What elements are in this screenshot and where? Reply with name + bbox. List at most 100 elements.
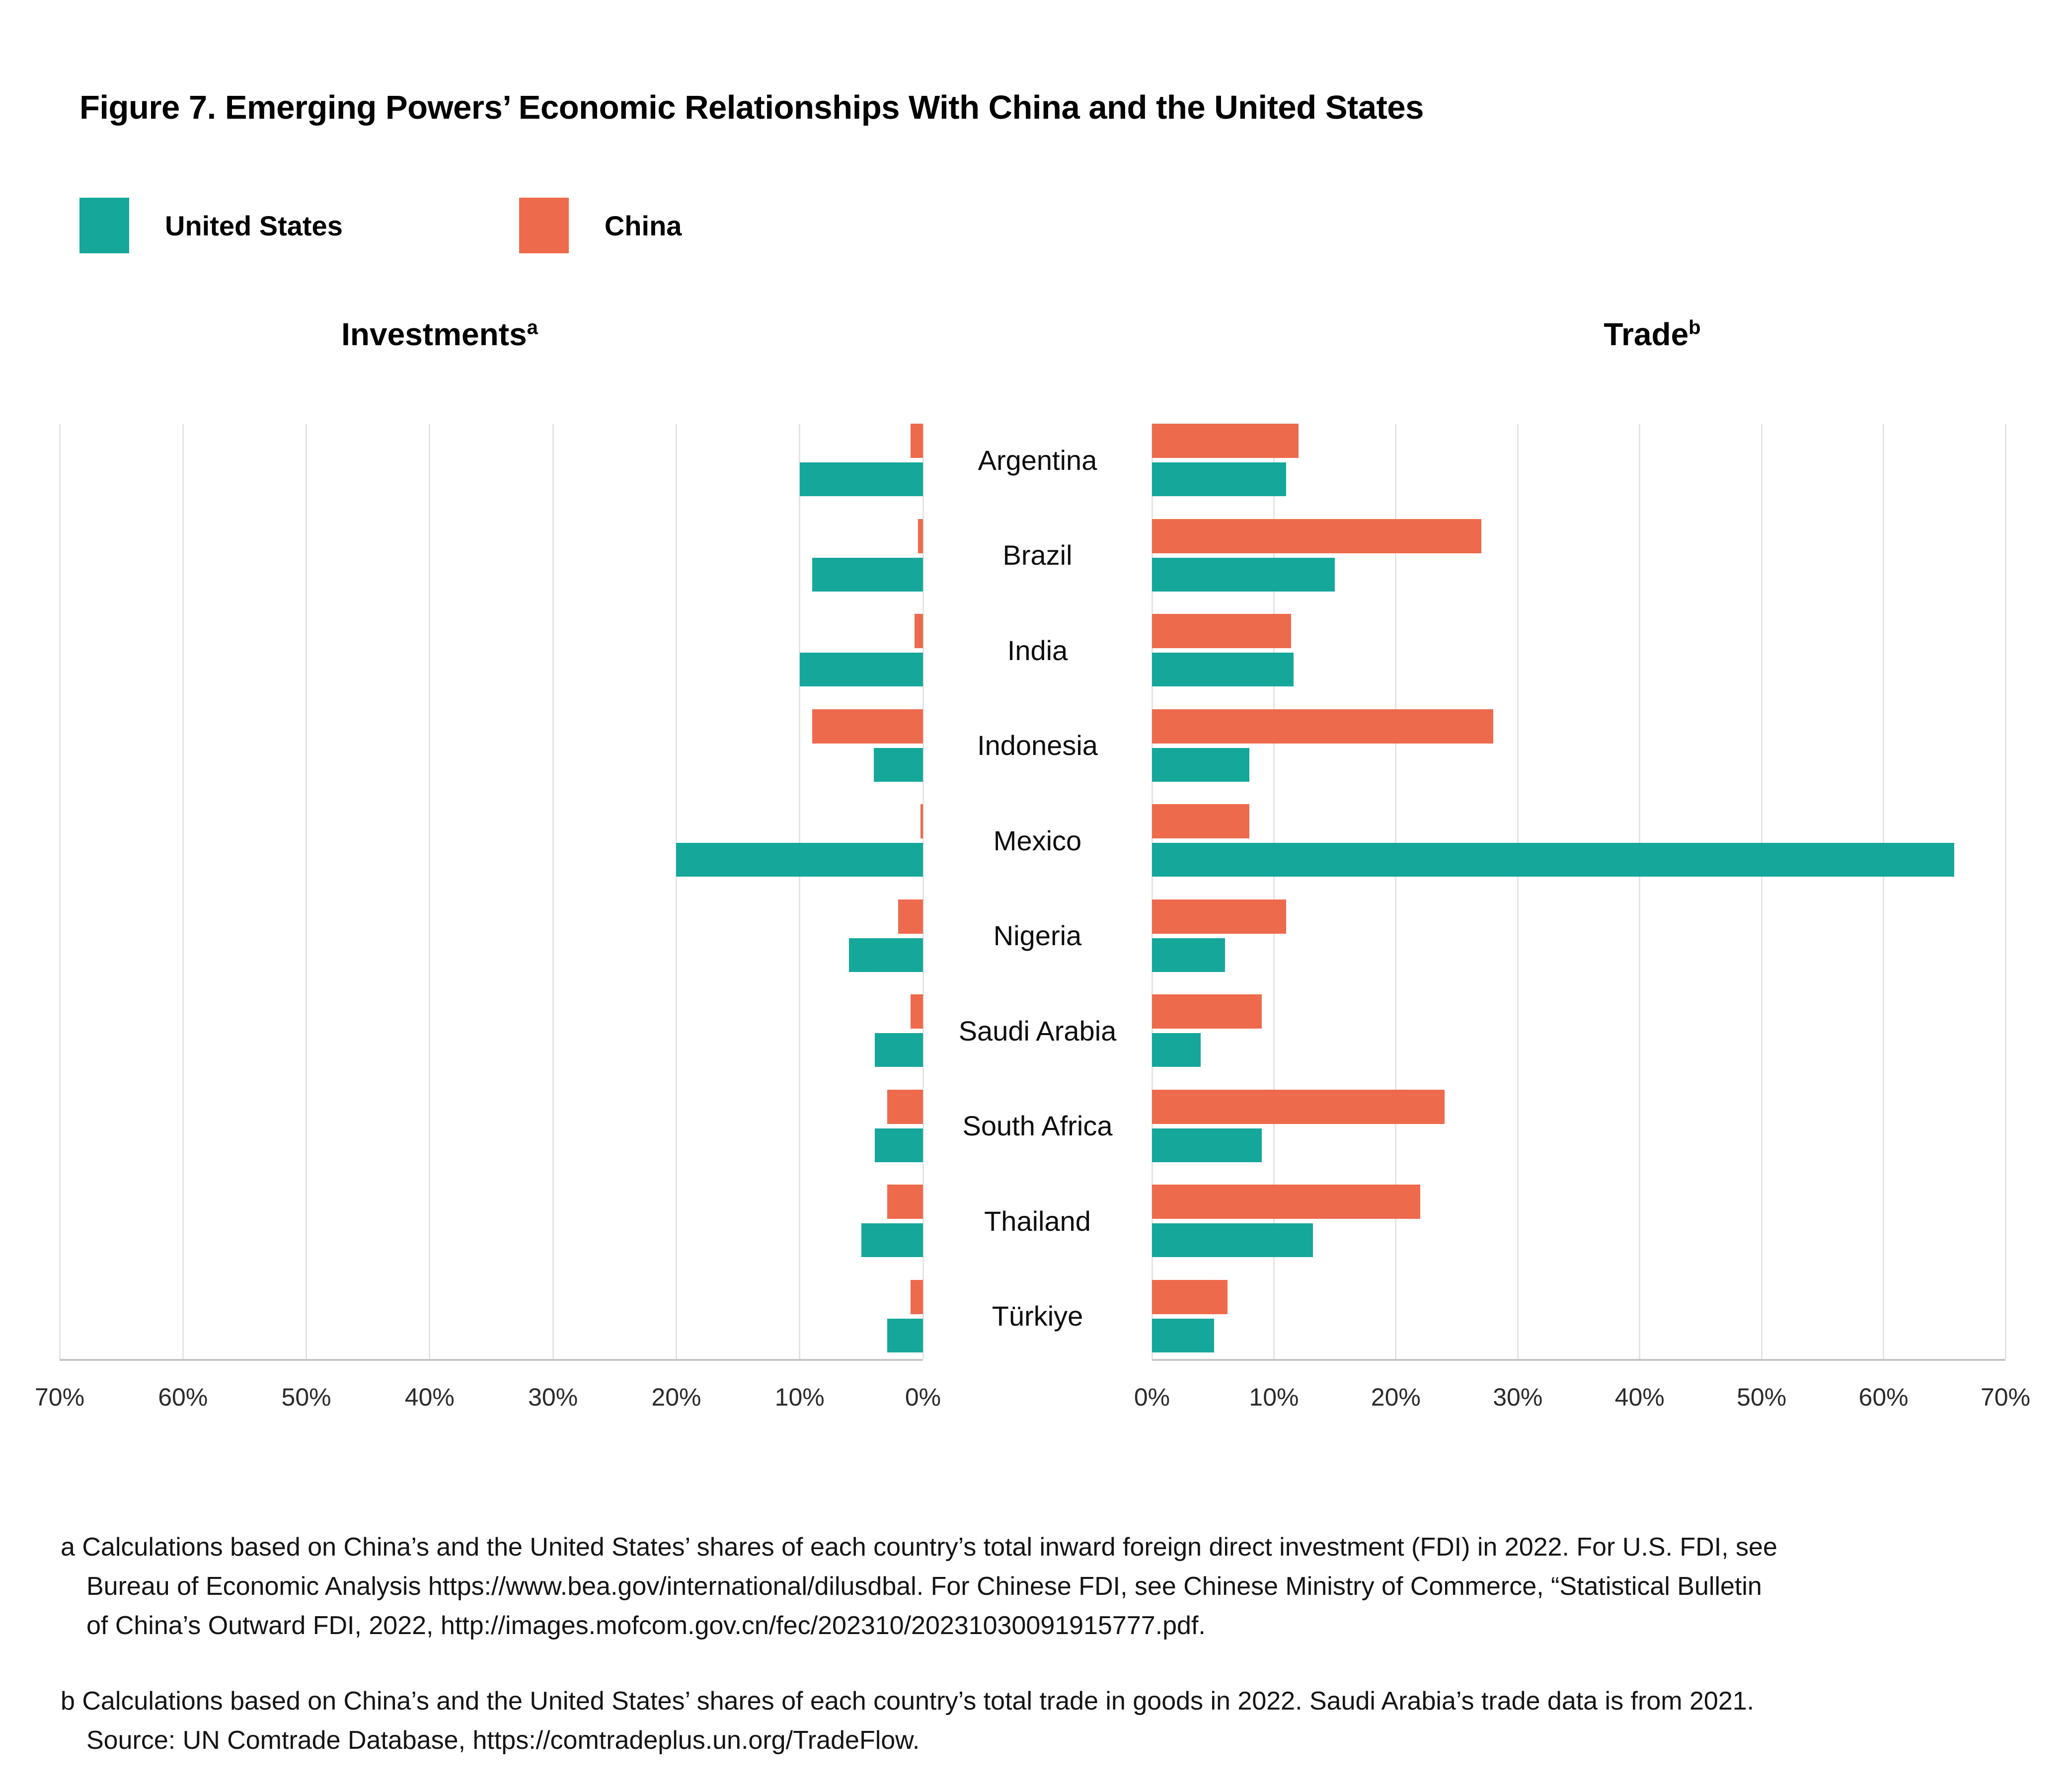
legend-item-united-states: United States <box>79 198 343 253</box>
bar-trade-united-states-argentina <box>1152 462 1286 496</box>
trade-header: Tradeb <box>1540 316 1764 353</box>
bar-trade-china-saudi-arabia <box>1152 994 1262 1029</box>
investments-superscript: a <box>527 316 538 339</box>
gridline <box>1395 424 1397 1359</box>
bar-investments-china-south-africa <box>887 1089 923 1124</box>
bar-investments-china-nigeria <box>898 899 923 934</box>
bar-trade-china-nigeria <box>1152 899 1286 934</box>
country-label-mexico: Mexico <box>993 824 1082 856</box>
bar-investments-china-mexico <box>920 804 923 838</box>
gridline <box>1883 424 1885 1359</box>
legend: United States China <box>79 198 682 253</box>
bar-trade-united-states-indonesia <box>1152 747 1250 782</box>
legend-label-united-states: United States <box>165 210 343 241</box>
gridline <box>1151 424 1153 1359</box>
bar-trade-china-brazil <box>1152 519 1481 553</box>
gridline <box>182 424 184 1359</box>
figure-title: Figure 7. Emerging Powers’ Economic Rela… <box>79 89 1424 126</box>
bar-investments-united-states-south-africa <box>875 1128 923 1162</box>
country-label-t-rkiye: Türkiye <box>992 1300 1083 1332</box>
bar-trade-united-states-saudi-arabia <box>1152 1033 1201 1067</box>
gridline <box>59 424 61 1359</box>
gridline <box>306 424 307 1359</box>
investments-header: Investmentsa <box>278 316 601 353</box>
bar-investments-united-states-brazil <box>812 557 923 592</box>
trade-header-text: Trade <box>1604 316 1689 352</box>
country-label-brazil: Brazil <box>1002 539 1073 571</box>
country-label-india: India <box>1007 634 1068 666</box>
bar-trade-united-states-t-rkiye <box>1152 1318 1215 1352</box>
bar-investments-united-states-india <box>799 653 923 686</box>
bar-investments-china-t-rkiye <box>911 1279 923 1314</box>
axis-tick-label-trade: 20% <box>1371 1383 1421 1411</box>
legend-item-china: China <box>519 198 682 253</box>
axis-tick-label-investments: 20% <box>651 1383 701 1411</box>
gridline <box>799 424 801 1359</box>
axis-tick-label-trade: 30% <box>1493 1383 1543 1411</box>
bar-trade-china-mexico <box>1152 804 1250 838</box>
country-label-argentina: Argentina <box>978 444 1097 476</box>
bar-investments-united-states-t-rkiye <box>887 1318 923 1352</box>
investments-panel <box>59 424 924 1361</box>
bar-trade-united-states-brazil <box>1152 557 1335 592</box>
bar-investments-united-states-saudi-arabia <box>875 1033 923 1067</box>
gridline <box>675 424 677 1359</box>
bar-investments-united-states-mexico <box>676 843 923 877</box>
country-label-nigeria: Nigeria <box>993 920 1082 951</box>
bar-investments-china-argentina <box>911 424 923 458</box>
bar-trade-china-south-africa <box>1152 1089 1445 1124</box>
country-label-thailand: Thailand <box>984 1205 1091 1237</box>
bar-investments-china-india <box>914 614 923 648</box>
bar-trade-china-argentina <box>1152 424 1299 458</box>
axis-tick-label-trade: 70% <box>1980 1383 2031 1411</box>
legend-label-china: China <box>604 210 682 241</box>
axis-tick-label-trade: 10% <box>1249 1383 1299 1411</box>
united-states-swatch-icon <box>79 198 129 253</box>
bar-trade-china-india <box>1152 614 1291 648</box>
gridline <box>1639 424 1641 1359</box>
gridline <box>1517 424 1519 1359</box>
bar-investments-united-states-argentina <box>799 462 923 496</box>
country-label-south-africa: South Africa <box>962 1110 1113 1141</box>
gridline <box>922 424 924 1359</box>
investments-header-text: Investments <box>341 316 527 352</box>
country-labels-column: Argentina Brazil India Indonesia Mexico Niger… <box>923 424 1152 1359</box>
country-label-saudi-arabia: Saudi Arabia <box>958 1015 1117 1046</box>
axis-tick-label-investments: 70% <box>34 1383 85 1411</box>
axis-tick-label-trade: 60% <box>1858 1383 1909 1411</box>
bar-investments-china-saudi-arabia <box>911 994 923 1029</box>
bar-investments-china-thailand <box>887 1185 923 1219</box>
bar-investments-united-states-nigeria <box>849 938 923 972</box>
bar-trade-china-t-rkiye <box>1152 1279 1228 1314</box>
bar-investments-united-states-indonesia <box>873 747 923 782</box>
bar-trade-china-thailand <box>1152 1185 1420 1219</box>
gridline <box>1273 424 1275 1359</box>
gridline <box>552 424 554 1359</box>
footnote-a: a Calculations based on China’s and the … <box>61 1533 1777 1640</box>
trade-superscript: b <box>1688 316 1701 339</box>
bar-investments-united-states-thailand <box>861 1223 923 1257</box>
axis-tick-label-investments: 30% <box>528 1383 578 1411</box>
bar-trade-china-indonesia <box>1152 709 1494 744</box>
axis-tick-label-investments: 50% <box>281 1383 331 1411</box>
axis-tick-label-trade: 0% <box>1134 1383 1170 1411</box>
axis-tick-label-investments: 60% <box>158 1383 208 1411</box>
axis-tick-label-trade: 40% <box>1614 1383 1665 1411</box>
bar-investments-china-indonesia <box>812 709 923 744</box>
bar-trade-united-states-mexico <box>1152 843 1954 877</box>
footnote-b: b Calculations based on China’s and the … <box>61 1687 1755 1755</box>
bar-trade-united-states-india <box>1152 653 1294 686</box>
axis-tick-label-investments: 10% <box>774 1383 825 1411</box>
gridline <box>2004 424 2006 1359</box>
bar-trade-united-states-south-africa <box>1152 1128 1262 1162</box>
bar-trade-united-states-thailand <box>1152 1223 1313 1257</box>
trade-panel <box>1151 424 2006 1361</box>
axis-tick-label-trade: 50% <box>1737 1383 1787 1411</box>
country-label-indonesia: Indonesia <box>977 730 1098 761</box>
axis-tick-label-investments: 0% <box>905 1383 941 1411</box>
gridline <box>1761 424 1763 1359</box>
axis-tick-label-investments: 40% <box>404 1383 455 1411</box>
bar-trade-united-states-nigeria <box>1152 938 1226 972</box>
china-swatch-icon <box>519 198 569 253</box>
